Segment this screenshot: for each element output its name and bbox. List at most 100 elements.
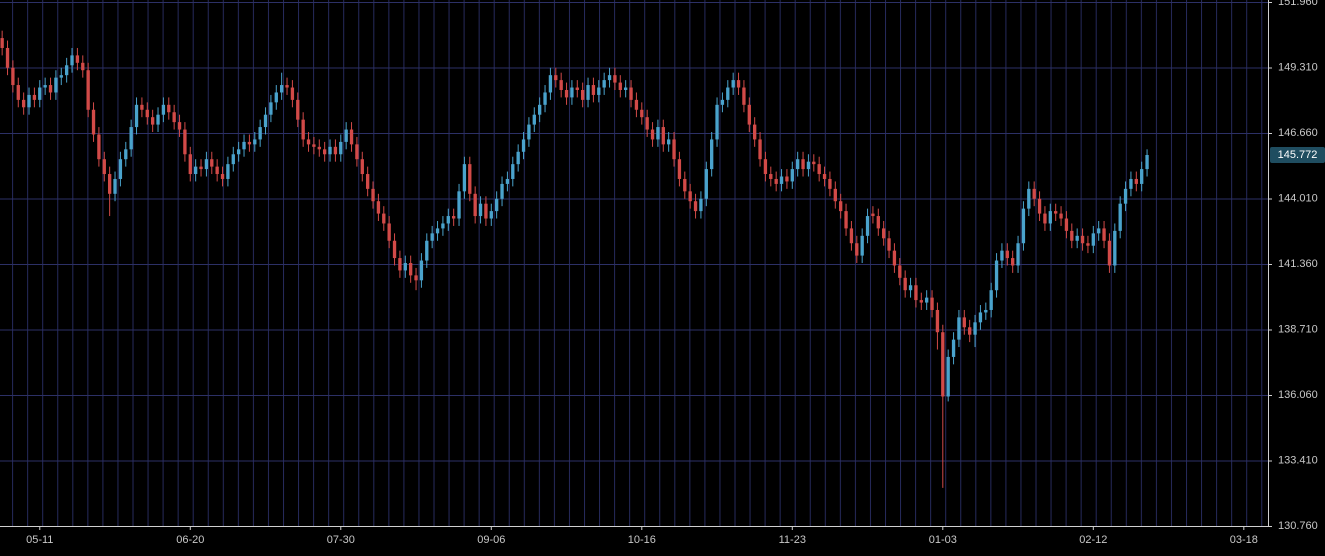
candle-body [172,112,176,123]
candle-body [156,114,160,125]
candle-body [1102,228,1106,241]
candle-body [1059,213,1063,219]
candle-body [516,151,520,165]
candle-body [537,104,542,115]
candle-body [500,183,504,199]
x-tick-label: 11-23 [779,534,806,546]
candle-body [640,109,644,118]
last-price-label: 145.772 [1278,149,1318,161]
candle-body [559,80,563,90]
candle-body [634,99,639,110]
candle-body [446,216,450,224]
candle-body [543,92,547,105]
candle-body [941,332,945,397]
candle-body [817,164,821,175]
candle-body [951,339,956,357]
candle-body [118,159,123,179]
x-tick-label: 07-30 [327,534,355,546]
candle-body [812,161,816,165]
candle-body [914,285,918,301]
candle-body [247,141,252,145]
candle-body [371,188,375,202]
candle-body [624,87,628,90]
candle-body [339,141,343,155]
candle-body [946,356,950,397]
candle-body [1140,169,1144,184]
candle-body [161,104,166,115]
candle-body [1134,178,1138,184]
candle-body [317,146,321,150]
candle-body [586,85,590,100]
candle-body [822,174,827,179]
candle-body [736,80,741,88]
candle-body [1043,213,1047,224]
candle-body [86,70,90,110]
candle-body [129,127,133,150]
vertical-grid [0,0,1268,526]
candle-body [527,124,531,140]
candle-body [43,85,47,88]
candle-body [876,216,880,229]
candle-body [419,260,424,281]
candle-body [59,75,63,78]
candle-body [484,203,488,219]
candle-body [27,94,31,108]
candle-body [145,109,149,118]
candle-body [629,87,633,100]
candle-body [1027,188,1031,209]
candle-body [183,129,187,155]
candle-body [462,164,467,192]
candle-body [107,174,112,194]
candle-body [1107,240,1112,266]
candle-body [382,213,386,224]
candle-body [1091,233,1095,246]
candle-body [1037,198,1042,214]
candle-body [1016,243,1020,266]
candle-body [865,216,870,236]
candle-body [387,223,391,241]
candle-body [1011,258,1015,266]
candle-body [75,55,80,63]
candle-body [1123,188,1128,204]
candle-body [925,297,929,303]
candle-body [532,114,536,125]
candle-body [236,149,241,155]
x-tick-label: 05-11 [26,534,53,546]
candle-body [726,87,730,100]
candle-body [333,146,338,155]
candle-body [102,159,106,175]
candle-body [113,178,117,194]
candle-body [521,139,526,152]
candle-body [957,317,961,340]
candle-body [81,62,85,71]
candle-body [1097,228,1101,234]
candle-body [360,159,364,175]
candle-body [968,327,972,335]
x-tick-label: 09-06 [477,534,505,546]
x-tick-label: 03-18 [1230,534,1258,546]
x-tick-label: 06-20 [176,534,204,546]
candle-body [193,166,198,175]
candle-body [763,159,768,175]
candle-body [210,159,214,167]
candle-body [430,233,434,241]
candle-body [656,127,660,140]
candle-body [64,65,69,76]
candle-body [844,211,848,229]
candle-body [1054,211,1058,214]
candle-body [839,201,843,212]
candle-body [473,193,477,217]
candle-body [269,102,273,115]
candle-body [597,87,601,95]
y-tick-label: 136.060 [1278,389,1318,401]
candle-body [570,87,574,98]
candle-body [505,178,510,184]
candle-body [672,139,676,160]
candle-body [710,139,714,170]
candle-body [758,139,762,160]
candle-body [511,164,515,179]
y-tick-label: 146.660 [1278,127,1318,139]
candle-body [322,149,327,155]
y-tick-label: 149.310 [1278,61,1318,73]
